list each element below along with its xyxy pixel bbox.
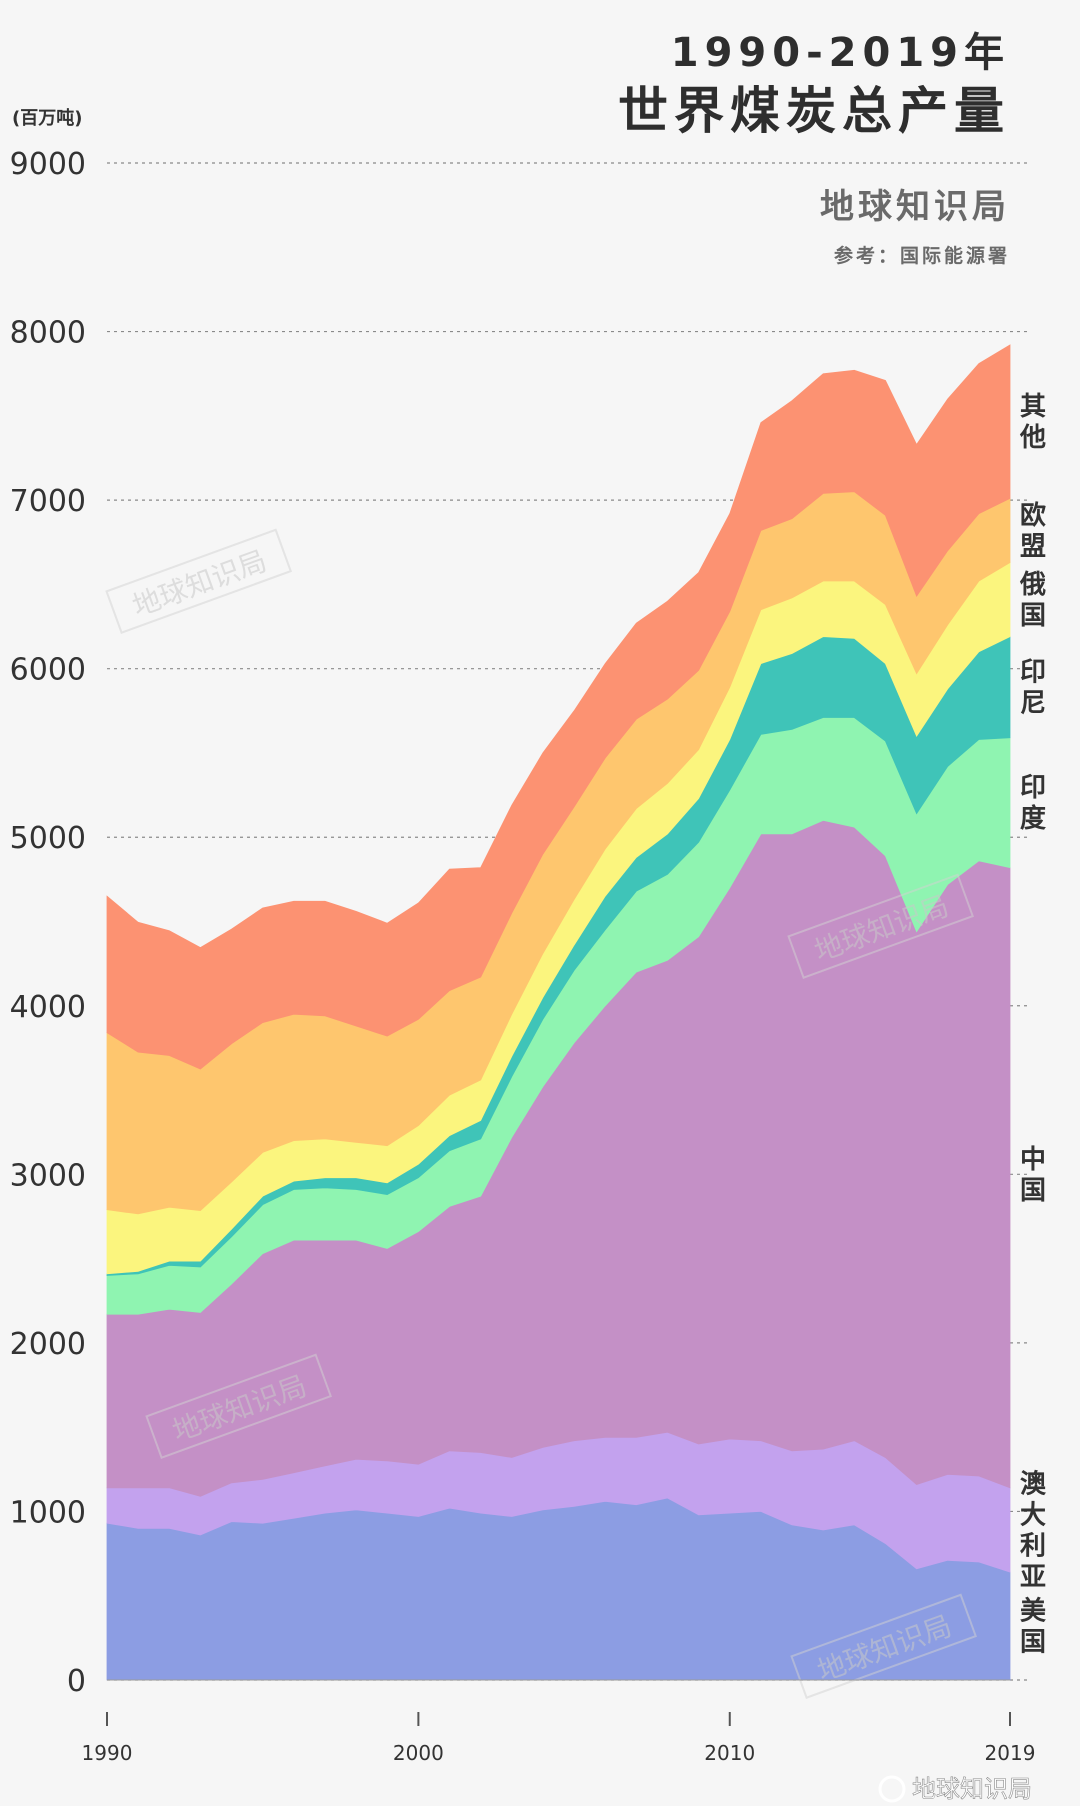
- y-tick-label: 5000: [10, 821, 86, 856]
- axes: 0 1000 2000 3000 4000 5000 6000 7000 8000 9000 199…: [10, 147, 1036, 1765]
- stacked-areas: [106, 344, 1011, 1681]
- source-reference: 参考：国际能源署: [834, 244, 1010, 267]
- series-label-char: 亚: [1020, 1562, 1046, 1592]
- watermark-frame: [145, 1353, 333, 1459]
- y-tick-label: 4000: [10, 990, 86, 1025]
- series-label-char: 国: [1020, 1176, 1046, 1206]
- watermark-frame: [105, 528, 293, 634]
- series-label-char: 印: [1020, 773, 1046, 803]
- series-label: 美国: [1020, 1596, 1046, 1658]
- watermark: 地球知识局: [105, 528, 293, 634]
- series-label-char: 国: [1020, 1628, 1046, 1658]
- y-axis-unit: (百万吨): [12, 107, 82, 129]
- y-tick-label: 0: [67, 1664, 86, 1699]
- y-tick-label: 1000: [10, 1495, 86, 1530]
- series-label-char: 大: [1020, 1500, 1046, 1530]
- footer-brand-text: 地球知识局: [912, 1775, 1032, 1803]
- series-label-char: 其: [1020, 392, 1046, 422]
- series-label: 欧盟: [1020, 500, 1046, 562]
- chart-title: 世界煤炭总产量: [618, 82, 1010, 140]
- series-label-char: 印: [1020, 658, 1046, 688]
- y-tick-label: 3000: [10, 1158, 86, 1193]
- series-label: 印度: [1020, 773, 1046, 834]
- area-series-7: [106, 344, 1011, 1070]
- source-brand: 地球知识局: [820, 187, 1010, 227]
- y-tick-label: 2000: [10, 1327, 86, 1362]
- series-label-char: 度: [1020, 803, 1046, 834]
- footer-brand: 地球知识局: [878, 1775, 1032, 1803]
- x-tick-label: 2010: [704, 1741, 755, 1765]
- series-label-char: 俄: [1019, 570, 1046, 600]
- x-tick-label: 1990: [82, 1741, 133, 1765]
- watermark-frame: [787, 873, 975, 979]
- watermark-text: 地球知识局: [128, 544, 271, 623]
- series-label-char: 国: [1020, 601, 1046, 631]
- series-label-char: 尼: [1020, 689, 1046, 719]
- y-tick-label: 9000: [10, 147, 86, 182]
- series-label-char: 澳: [1020, 1469, 1047, 1499]
- series-label-char: 中: [1020, 1145, 1046, 1175]
- series-label: 俄国: [1019, 570, 1046, 631]
- series-label: 其他: [1019, 392, 1046, 453]
- y-tick-label: 8000: [10, 316, 86, 351]
- series-label-char: 欧: [1020, 500, 1046, 531]
- series-label-char: 利: [1020, 1531, 1046, 1561]
- x-tick-label: 2000: [393, 1741, 444, 1765]
- series-label-char: 他: [1019, 423, 1046, 453]
- wechat-icon: [878, 1775, 906, 1803]
- series-label: 中国: [1020, 1145, 1046, 1206]
- y-tick-label: 7000: [10, 484, 86, 519]
- x-tick-label: 2019: [985, 1741, 1036, 1765]
- y-tick-label: 6000: [10, 653, 86, 688]
- series-label-char: 美: [1020, 1596, 1046, 1627]
- watermark-frame: [790, 1593, 978, 1699]
- chart-title-years: 1990-2019年: [671, 30, 1010, 76]
- series-label: 印尼: [1020, 658, 1046, 719]
- series-label-char: 盟: [1020, 532, 1046, 562]
